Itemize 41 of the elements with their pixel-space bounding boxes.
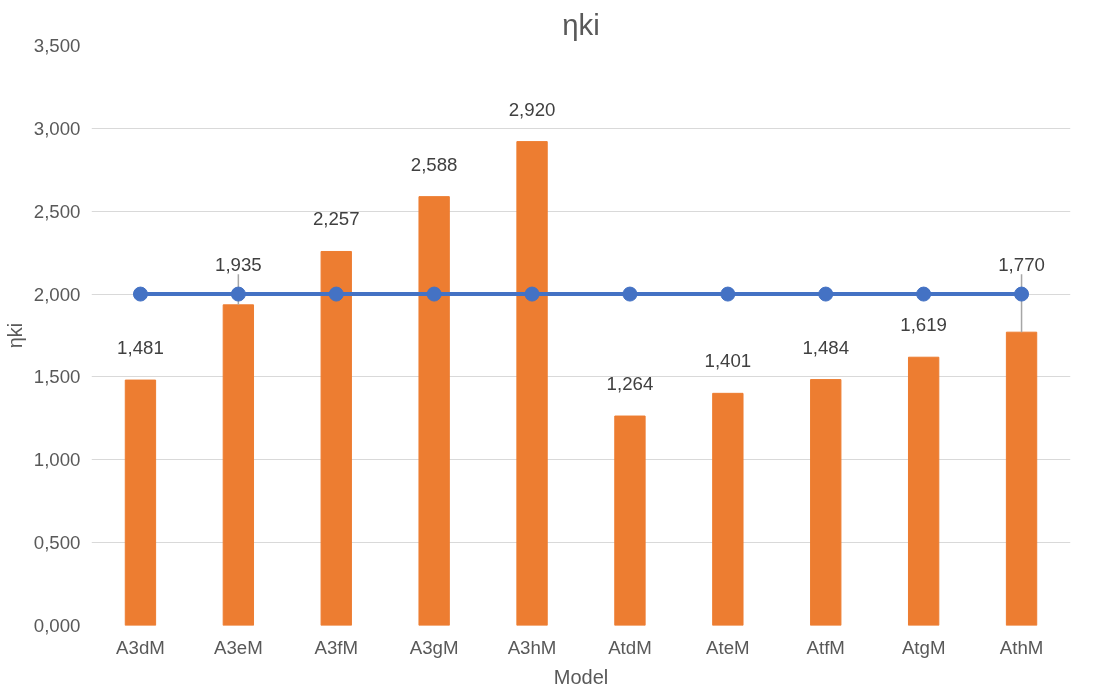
x-tick-label: AtdM	[608, 636, 652, 658]
x-tick-label: AtfM	[806, 636, 845, 658]
y-axis-title: ηki	[3, 322, 26, 349]
bar	[320, 250, 352, 626]
bar	[712, 392, 744, 626]
bar	[516, 141, 548, 626]
bar	[222, 304, 255, 626]
x-tick-label: A3fM	[314, 636, 359, 658]
data-label: 2,920	[508, 98, 556, 120]
data-label: 1,770	[998, 254, 1045, 276]
bar	[418, 196, 450, 626]
bar	[810, 379, 842, 626]
bar	[614, 415, 646, 626]
y-tick-label: 2,000	[33, 283, 81, 305]
data-label: 1,401	[704, 350, 752, 372]
y-tick-label: 2,500	[33, 200, 81, 222]
y-tick-label: 0,000	[33, 615, 81, 636]
x-tick-label: A3gM	[409, 636, 459, 658]
y-tick-label: 1,500	[33, 366, 81, 388]
x-tick-label: AtgM	[901, 636, 946, 658]
y-tick-label: 3,500	[33, 35, 81, 56]
y-tick-label: 1,000	[33, 449, 81, 471]
x-tick-label: AthM	[999, 636, 1044, 658]
y-tick-label: 0,500	[33, 532, 81, 554]
data-label: 1,481	[117, 337, 164, 359]
bar	[1005, 331, 1038, 626]
bar	[124, 379, 157, 626]
x-tick-label: A3hM	[507, 636, 557, 658]
data-label: 1,619	[900, 314, 947, 336]
data-label: 1,935	[215, 254, 262, 276]
data-label: 2,588	[410, 153, 458, 175]
x-axis-title: Model	[553, 665, 609, 688]
data-label: 1,264	[606, 373, 654, 395]
x-tick-label: A3eM	[213, 636, 263, 658]
bar	[907, 356, 940, 626]
x-tick-label: A3dM	[116, 636, 165, 658]
chart-title: ηki	[562, 7, 600, 41]
data-label: 1,484	[802, 336, 850, 358]
data-label: 2,257	[312, 208, 360, 230]
x-tick-label: AteM	[706, 636, 750, 658]
y-tick-label: 3,000	[33, 117, 81, 139]
